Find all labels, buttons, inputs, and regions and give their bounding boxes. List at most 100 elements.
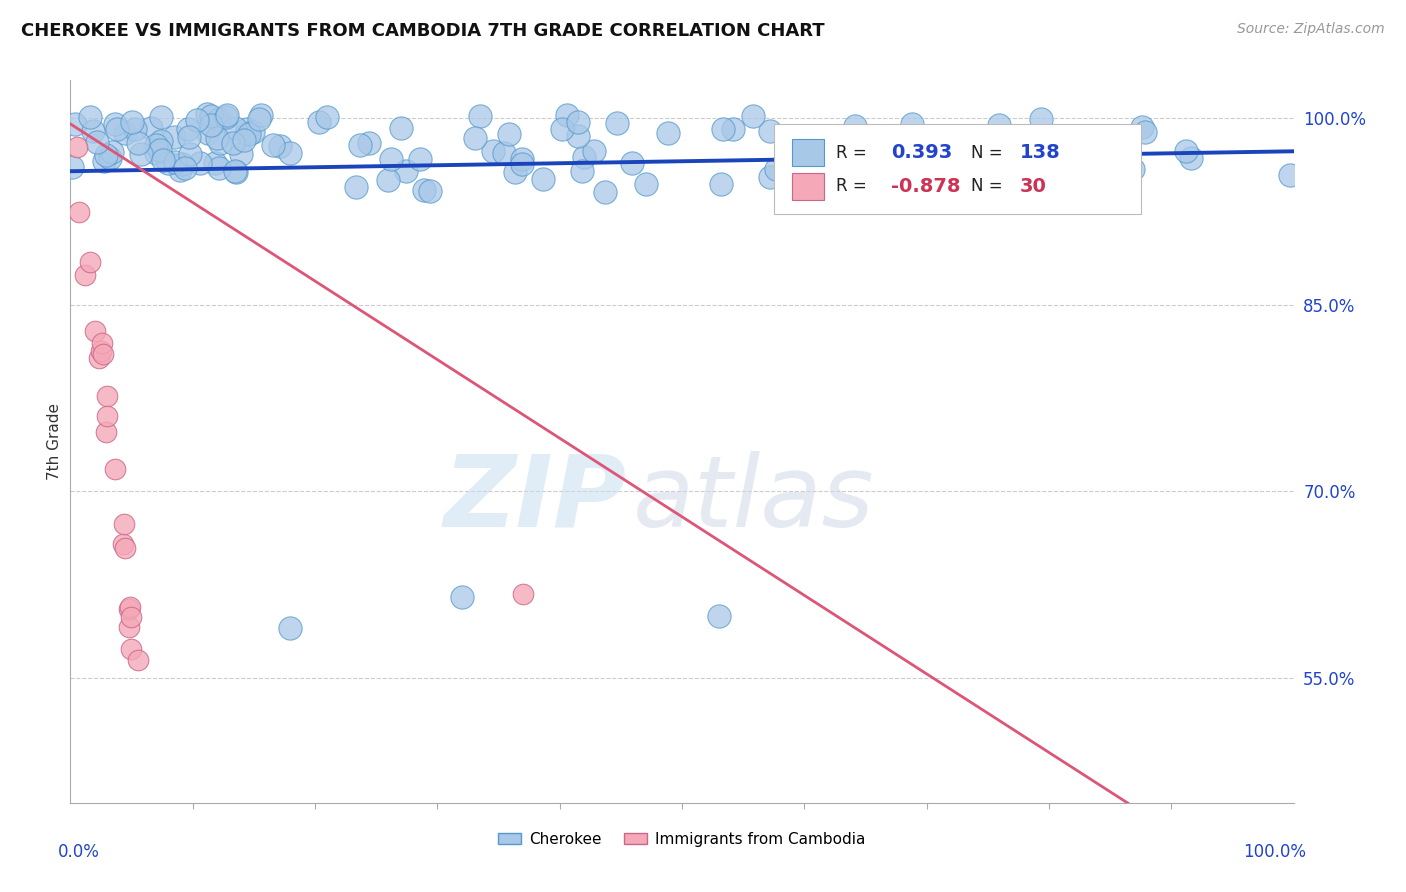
Text: R =: R =: [837, 144, 872, 161]
Point: [900, 117, 922, 131]
Point: [65, 117, 87, 131]
Point: [96, 148, 118, 162]
Point: [236, 121, 259, 136]
Point: [152, 153, 174, 167]
Point: [150, 110, 173, 124]
Point: [197, 107, 219, 121]
Point: [238, 127, 260, 141]
Point: [232, 134, 254, 148]
Point: [620, 155, 643, 169]
Point: [79, 110, 101, 124]
Point: [200, 118, 222, 132]
Point: [111, 537, 134, 551]
Text: CHEROKEE VS IMMIGRANTS FROM CAMBODIA 7TH GRADE CORRELATION CHART: CHEROKEE VS IMMIGRANTS FROM CAMBODIA 7TH…: [21, 22, 825, 40]
Point: [409, 152, 432, 166]
Point: [209, 136, 232, 150]
Point: [925, 178, 948, 193]
Point: [82, 124, 104, 138]
Text: -0.878: -0.878: [891, 177, 960, 196]
Point: [222, 136, 245, 150]
Text: 100.0%: 100.0%: [1243, 843, 1306, 861]
Point: [921, 132, 943, 146]
Point: [118, 599, 141, 614]
Point: [377, 173, 399, 187]
Point: [557, 108, 579, 122]
Point: [278, 146, 301, 161]
Point: [96, 389, 118, 403]
Point: [120, 642, 142, 657]
Point: [197, 126, 219, 140]
Point: [100, 151, 122, 165]
Legend: Cherokee, Immigrants from Cambodia: Cherokee, Immigrants from Cambodia: [492, 826, 872, 853]
Text: N =: N =: [970, 144, 1008, 161]
Point: [1031, 112, 1053, 127]
Point: [118, 602, 141, 616]
Text: 0.393: 0.393: [891, 143, 952, 162]
Point: [308, 115, 330, 129]
Point: [349, 138, 371, 153]
Point: [866, 164, 889, 178]
Point: [419, 184, 441, 198]
Point: [711, 121, 734, 136]
Point: [759, 170, 782, 185]
Point: [84, 324, 107, 338]
Point: [114, 541, 136, 555]
Point: [250, 108, 273, 122]
Point: [66, 140, 89, 154]
Point: [1135, 125, 1157, 139]
Point: [86, 135, 108, 149]
Point: [1057, 148, 1080, 162]
Point: [571, 164, 593, 178]
Point: [96, 409, 118, 423]
Point: [215, 107, 238, 121]
Point: [101, 145, 124, 159]
Point: [395, 164, 418, 178]
Point: [127, 136, 149, 150]
Text: 138: 138: [1019, 143, 1060, 162]
Point: [186, 113, 208, 128]
Point: [242, 124, 264, 138]
Point: [149, 134, 172, 148]
Point: [1279, 168, 1302, 182]
Point: [572, 150, 595, 164]
Point: [190, 155, 212, 169]
Point: [145, 146, 167, 161]
Point: [93, 153, 115, 168]
Point: [179, 147, 201, 161]
Point: [510, 156, 533, 170]
Point: [380, 152, 402, 166]
Point: [121, 115, 143, 129]
Point: [593, 186, 616, 200]
FancyBboxPatch shape: [773, 124, 1140, 214]
Point: [67, 205, 90, 219]
Point: [413, 183, 436, 197]
Text: Source: ZipAtlas.com: Source: ZipAtlas.com: [1237, 22, 1385, 37]
Point: [79, 255, 101, 269]
Point: [786, 145, 808, 159]
Point: [145, 138, 167, 153]
Point: [567, 115, 589, 129]
Point: [94, 425, 117, 440]
Point: [1059, 129, 1081, 144]
Point: [344, 180, 367, 194]
Point: [149, 143, 172, 157]
Point: [657, 127, 679, 141]
Point: [498, 128, 520, 142]
Point: [1175, 144, 1198, 158]
Point: [200, 109, 222, 123]
Point: [503, 165, 526, 179]
Point: [778, 136, 800, 151]
Point: [75, 268, 97, 282]
Point: [710, 178, 733, 192]
Point: [782, 169, 804, 184]
Point: [169, 163, 191, 178]
Point: [634, 177, 657, 191]
Point: [112, 517, 135, 532]
Point: [512, 586, 534, 600]
Point: [357, 136, 380, 150]
Point: [844, 120, 866, 134]
Point: [707, 609, 730, 624]
Point: [172, 157, 194, 171]
Y-axis label: 7th Grade: 7th Grade: [46, 403, 62, 480]
Bar: [792, 173, 824, 200]
